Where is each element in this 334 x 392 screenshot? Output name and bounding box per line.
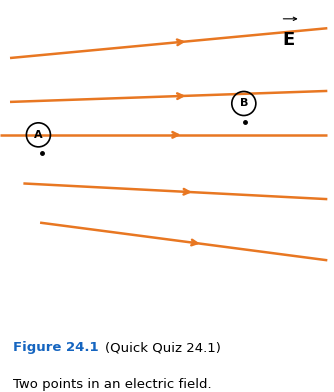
- Text: B: B: [239, 98, 248, 109]
- Text: Two points in an electric field.: Two points in an electric field.: [13, 378, 212, 391]
- Text: Figure 24.1: Figure 24.1: [13, 341, 99, 354]
- Text: A: A: [34, 130, 43, 140]
- Text: (Quick Quiz 24.1): (Quick Quiz 24.1): [105, 341, 221, 354]
- Text: $\mathbf{E}$: $\mathbf{E}$: [283, 31, 295, 49]
